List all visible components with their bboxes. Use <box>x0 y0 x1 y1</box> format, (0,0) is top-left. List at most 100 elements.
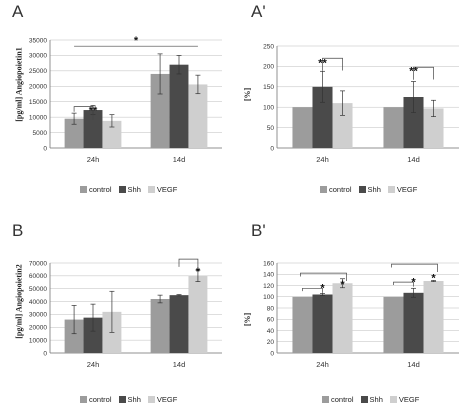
bar-vegf-24h <box>332 103 353 148</box>
legend-label-shh: Shh <box>369 395 383 404</box>
significance-bracket <box>73 106 94 120</box>
legend-a: control Shh VEGF <box>80 185 180 194</box>
legend-label-shh: Shh <box>367 185 381 194</box>
legend-swatch-control <box>80 186 87 193</box>
y-tick-label: 15000 <box>29 99 47 106</box>
significance-bracket <box>413 66 434 80</box>
y-tick-label: 250 <box>263 43 274 50</box>
bar-vegf-24h <box>102 120 122 148</box>
significance-star: ** <box>409 65 418 77</box>
y-tick-label: 100 <box>263 105 274 112</box>
legend-label-vegf: VEGF <box>396 185 418 194</box>
y-tick-label: 35000 <box>29 37 47 44</box>
legend-item-shh: Shh <box>358 185 381 194</box>
y-tick-label: 0 <box>43 145 47 152</box>
legend-item-vegf: VEGF <box>387 185 418 194</box>
legend-swatch-shh <box>360 396 368 403</box>
significance-star: * <box>431 273 436 285</box>
legend-swatch-shh <box>118 186 126 193</box>
y-tick-label: 30000 <box>29 53 47 60</box>
y-tick-label: 25000 <box>29 68 47 75</box>
legend-b: control Shh VEGF <box>80 395 180 404</box>
legend-label-control: control <box>89 185 112 194</box>
x-tick-label: 24h <box>87 360 100 369</box>
bar-control-24h <box>292 296 313 353</box>
legend-b-prime: control Shh VEGF <box>322 395 422 404</box>
legend-label-shh: Shh <box>127 395 141 404</box>
bar-control-14d <box>150 299 170 353</box>
legend-item-control: control <box>80 395 112 404</box>
legend-label-shh: Shh <box>127 185 141 194</box>
legend-item-shh: Shh <box>118 185 141 194</box>
legend-swatch-vegf <box>147 396 155 403</box>
chart-a-prime: 0 50 100 150 200 250 24h 14d ** ** <box>263 43 459 164</box>
legend-item-control: control <box>322 395 354 404</box>
legend-swatch-control <box>80 396 87 403</box>
y-tick-label: 120 <box>263 283 274 290</box>
bar-shh-24h <box>83 317 103 353</box>
legend-swatch-vegf <box>387 186 395 193</box>
significance-bracket <box>322 57 343 71</box>
bar-control-14d <box>150 73 170 148</box>
x-tick-label: 14d <box>173 360 186 369</box>
legend-item-control: control <box>80 185 112 194</box>
bar-vegf-24h <box>332 283 353 353</box>
bar-control-14d <box>383 296 404 353</box>
y-tick-label: 10000 <box>29 337 47 344</box>
y-tick-label: 140 <box>263 272 274 279</box>
significance-star: * <box>320 283 325 295</box>
legend-item-vegf: VEGF <box>147 395 177 404</box>
y-tick-label: 50000 <box>29 286 47 293</box>
y-tick-label: 80 <box>267 305 275 312</box>
significance-bracket <box>393 281 414 287</box>
y-tick-label: 200 <box>263 64 274 71</box>
y-tick-label: 40000 <box>29 299 47 306</box>
panel-a: A [pg/ml] Angiopoietin1 0 5000 10000 15000 2… <box>0 0 237 205</box>
bar-vegf-14d <box>188 275 208 353</box>
bar-shh-24h <box>83 110 103 148</box>
y-tick-label: 20000 <box>29 325 47 332</box>
legend-item-shh: Shh <box>118 395 141 404</box>
legend-label-vegf: VEGF <box>398 395 420 404</box>
significance-star: ** <box>318 58 327 70</box>
panel-letter-a-prime: A' <box>251 2 266 21</box>
bar-vegf-14d <box>423 281 444 353</box>
legend-label-vegf: VEGF <box>156 185 178 194</box>
panel-letter-b: B <box>12 221 24 240</box>
significance-bracket <box>391 263 438 272</box>
legend-label-control: control <box>89 395 112 404</box>
bar-control-14d <box>383 107 404 148</box>
y-tick-label: 0 <box>43 350 47 357</box>
chart-a: 0 5000 10000 15000 20000 25000 30000 35000 24h 14… <box>29 35 222 164</box>
bar-vegf-14d <box>188 84 208 148</box>
bar-shh-14d <box>403 97 424 148</box>
legend-item-vegf: VEGF <box>147 185 178 194</box>
panel-b: B [pg/ml] Angiopoietin2 0 10000 20000 30000… <box>0 205 237 410</box>
y-tick-label: 0 <box>270 145 274 152</box>
y-tick-label: 5000 <box>33 130 48 137</box>
y-tick-label: 50 <box>267 125 275 132</box>
panel-letter-a: A <box>12 2 24 21</box>
y-tick-label: 20 <box>267 339 275 346</box>
x-tick-label: 24h <box>316 360 329 369</box>
legend-swatch-shh <box>358 186 366 193</box>
chart-b: 0 10000 20000 30000 40000 50000 60000 70000 24h 1… <box>29 258 222 369</box>
y-tick-label: 60000 <box>29 273 47 280</box>
y-tick-label: 160 <box>263 260 274 267</box>
y-tick-label: 40 <box>267 328 275 335</box>
x-tick-label: 14d <box>407 155 420 164</box>
significance-bracket <box>300 272 347 281</box>
significance-star: * <box>340 279 345 291</box>
x-tick-label: 14d <box>407 360 420 369</box>
significance-star: * <box>196 266 201 278</box>
legend-swatch-shh <box>118 396 126 403</box>
bar-shh-14d <box>169 64 189 148</box>
y-tick-label: 20000 <box>29 84 47 91</box>
legend-a-prime: control Shh VEGF <box>320 185 420 194</box>
bar-control-24h <box>64 118 84 148</box>
significance-star: ** <box>89 105 98 117</box>
legend-swatch-control <box>322 396 329 403</box>
panel-letter-b-prime: B' <box>251 221 266 240</box>
y-tick-label: 70000 <box>29 260 47 267</box>
legend-swatch-vegf <box>389 396 397 403</box>
